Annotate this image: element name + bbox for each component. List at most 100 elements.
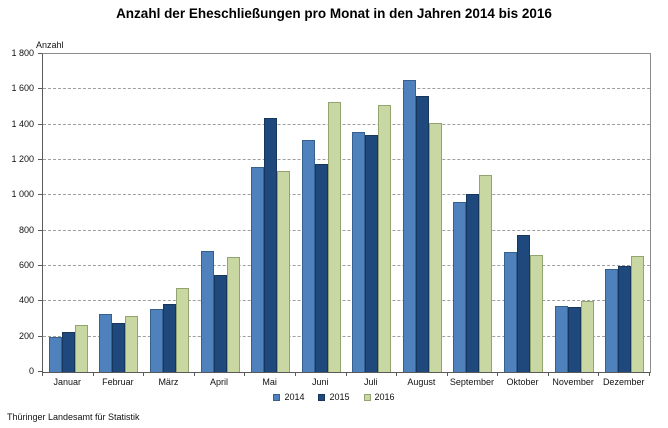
- bar-group-august: [397, 54, 448, 372]
- x-tick-mark-9: [497, 372, 499, 376]
- bar-group-januar: [43, 54, 94, 372]
- x-tick-mark-6: [345, 372, 347, 376]
- x-label-juli: Juli: [364, 377, 378, 387]
- gridline-1200: [43, 159, 650, 160]
- bar-2014-september: [453, 202, 467, 372]
- bar-group-juni: [296, 54, 347, 372]
- bar-2016-august: [428, 122, 442, 372]
- y-tick-label-1000: 1 000: [11, 189, 34, 200]
- gridline-200: [43, 335, 650, 337]
- x-label-januar: Januar: [53, 377, 82, 387]
- legend-item-2014: 2014: [273, 392, 304, 402]
- bar-group-dezember: [599, 54, 650, 372]
- y-tick-mark-400: [38, 300, 42, 302]
- legend-label-2016: 2016: [374, 392, 395, 402]
- gridline-600: [43, 265, 650, 266]
- bar-group-september: [448, 54, 499, 372]
- bar-2015-mai: [264, 117, 278, 372]
- bar-2014-januar: [48, 336, 62, 372]
- y-tick-mark-0: [38, 371, 42, 372]
- bar-group-november: [549, 54, 600, 372]
- bar-group-februar: [94, 54, 145, 372]
- y-tick-mark-600: [38, 265, 42, 266]
- bar-2014-februar: [99, 313, 113, 372]
- x-tick-mark-5: [294, 372, 296, 376]
- x-tick-mark-10: [547, 372, 549, 376]
- x-tick-mark-1: [92, 372, 94, 376]
- bar-2014-oktober: [504, 251, 518, 372]
- x-label-märz: März: [158, 377, 179, 387]
- legend-item-2016: 2016: [363, 392, 395, 402]
- y-tick-label-600: 600: [18, 260, 34, 270]
- bar-group-mai: [245, 54, 296, 372]
- x-label-dezember: Dezember: [602, 377, 645, 387]
- gridline-400: [43, 300, 650, 302]
- bar-2016-april: [226, 257, 240, 372]
- x-label-april: April: [210, 377, 229, 387]
- legend-label-2014: 2014: [284, 392, 305, 402]
- chart-title: Anzahl der Eheschließungen pro Monat in …: [116, 6, 552, 21]
- legend-swatch-2014: [273, 393, 281, 401]
- x-label-juni: Juni: [311, 377, 329, 387]
- y-tick-label-1400: 1 400: [11, 118, 34, 129]
- bar-2016-november: [580, 301, 594, 372]
- gridline-1400: [43, 123, 650, 125]
- bar-2016-märz: [175, 288, 189, 372]
- y-tick-label-800: 800: [18, 224, 34, 235]
- bar-2015-november: [567, 306, 581, 372]
- bar-2015-april: [213, 274, 227, 372]
- y-tick-mark-1400: [38, 123, 42, 125]
- legend-item-2015: 2015: [318, 392, 350, 402]
- legend-label-2015: 2015: [329, 392, 350, 402]
- bar-2016-februar: [125, 316, 139, 372]
- x-tick-mark-11: [598, 372, 600, 376]
- bar-2016-januar: [74, 325, 88, 372]
- y-tick-label-1800: 1 800: [11, 48, 34, 58]
- bar-2014-august: [402, 79, 416, 372]
- y-tick-label-1200: 1 200: [11, 154, 34, 164]
- x-label-februar: Februar: [102, 377, 134, 387]
- x-label-august: August: [407, 377, 436, 387]
- y-tick-mark-1200: [38, 159, 42, 160]
- gridline-1600: [43, 88, 650, 90]
- bar-2016-september: [479, 175, 493, 372]
- bar-2015-märz: [162, 303, 176, 372]
- x-tick-mark-8: [446, 372, 448, 376]
- bar-2014-november: [554, 305, 568, 372]
- x-tick-mark-2: [143, 372, 145, 376]
- bar-2015-juli: [365, 135, 379, 372]
- gridline-800: [43, 229, 650, 231]
- y-tick-mark-1000: [38, 194, 42, 196]
- x-tick-mark-12: [649, 372, 650, 376]
- bar-2015-januar: [61, 332, 75, 372]
- x-label-oktober: Oktober: [506, 377, 539, 387]
- bar-2014-juli: [352, 131, 366, 372]
- legend-swatch-2015: [318, 393, 326, 401]
- bar-2015-februar: [112, 322, 126, 372]
- bar-2016-juni: [327, 101, 341, 372]
- x-label-november: November: [552, 377, 594, 387]
- bar-2014-april: [200, 250, 214, 372]
- y-tick-mark-200: [38, 335, 42, 337]
- gridline-1000: [43, 194, 650, 196]
- x-tick-mark-7: [396, 372, 398, 376]
- x-tick-mark-0: [42, 372, 43, 376]
- bar-2014-juni: [301, 139, 315, 372]
- bar-group-april: [195, 54, 246, 372]
- bar-2015-september: [466, 194, 480, 372]
- y-tick-mark-800: [38, 229, 42, 231]
- y-tick-label-400: 400: [18, 295, 34, 306]
- y-tick-label-0: 0: [28, 366, 34, 376]
- bar-2016-dezember: [631, 256, 645, 372]
- y-tick-mark-1800: [38, 53, 42, 54]
- bar-2015-august: [415, 96, 429, 372]
- legend-swatch-2016: [363, 393, 371, 401]
- y-tick-mark-1600: [38, 88, 42, 90]
- bar-group-märz: [144, 54, 195, 372]
- y-tick-label-1600: 1 600: [11, 83, 34, 94]
- y-tick-label-200: 200: [18, 330, 34, 341]
- y-axis-title: Anzahl: [36, 40, 64, 50]
- bar-2015-dezember: [618, 266, 632, 372]
- plot-area: [42, 53, 651, 373]
